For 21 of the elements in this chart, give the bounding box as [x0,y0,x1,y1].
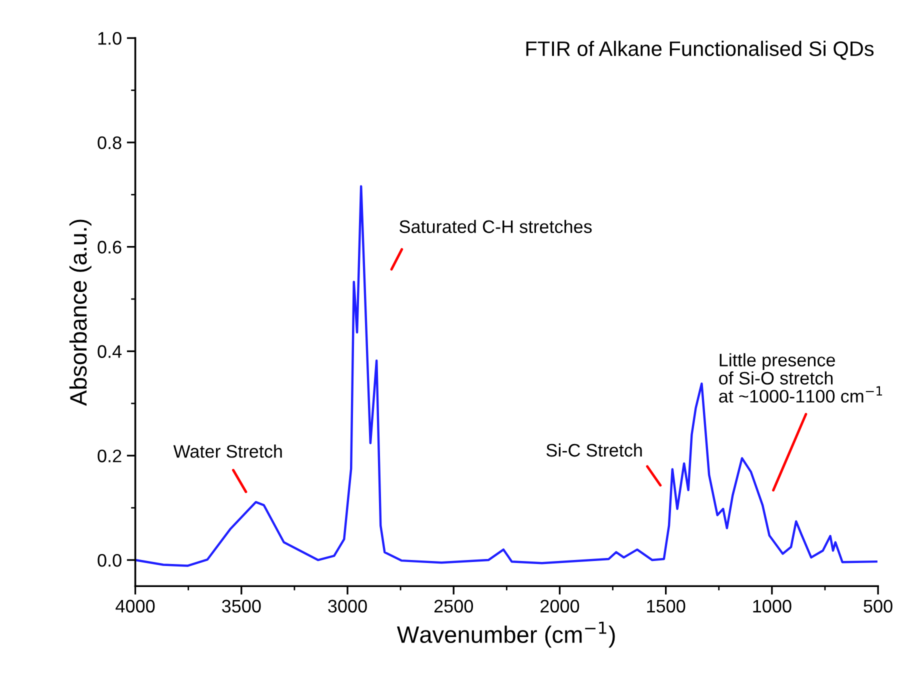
y-tick-label: 0.2 [98,450,122,462]
chart-title: FTIR of Alkane Functionalised Si QDs [526,40,874,60]
annotation: Little presence of Si-O stretch at ~1000-1100 cm$^{−1}$ [719,353,882,403]
x-tick-label: 4000 [116,600,155,613]
x-tick-label: 1500 [647,600,686,613]
x-axis-title: Wavenumber (cm$^{−1}$) [396,622,615,648]
y-tick-label: 1.0 [98,32,122,45]
x-tick-label: 2500 [434,600,473,613]
x-tick-label: 500 [864,600,892,613]
y-axis-title: Absorbance (a.u.) [69,220,92,406]
x-tick-label: 3500 [222,600,261,613]
x-tick-label: 1000 [753,600,792,613]
annotation: Water Stretch [173,444,282,458]
x-tick-label: 3000 [328,600,367,613]
y-tick-label: 0.6 [98,240,122,254]
annotation: Saturated C-H stretches [400,220,592,234]
y-tick-label: 0.8 [98,136,122,150]
y-tick-label: 0.4 [98,345,122,358]
x-tick-label: 2000 [540,600,580,613]
y-tick-label: 0.0 [98,554,122,567]
annotation: Si-C Stretch [546,443,642,457]
